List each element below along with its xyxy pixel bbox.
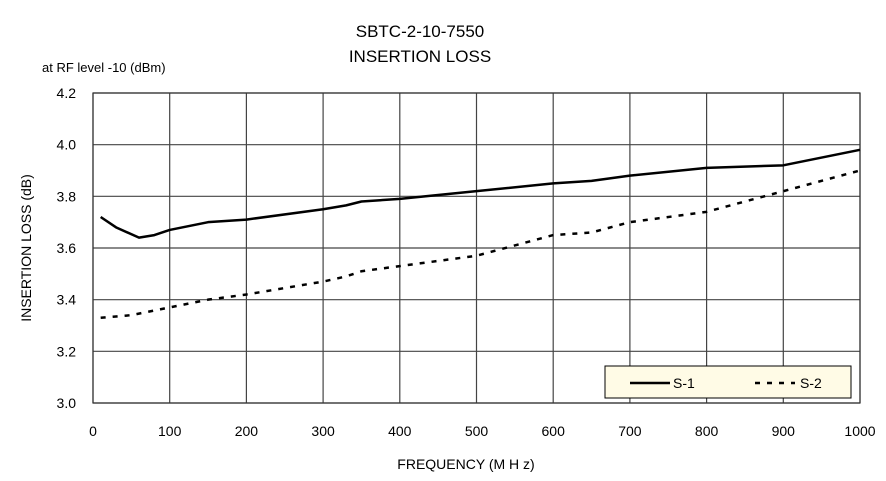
series-line-s-2 bbox=[100, 169, 861, 319]
rf-level-annotation: at RF level -10 (dBm) bbox=[42, 60, 166, 75]
y-tick-label: 3.0 bbox=[57, 395, 77, 411]
chart-title: SBTC-2-10-7550 bbox=[356, 22, 485, 41]
legend-label-s2: S-2 bbox=[800, 375, 822, 391]
x-tick-label: 0 bbox=[89, 423, 97, 439]
chart-subtitle: INSERTION LOSS bbox=[349, 47, 491, 66]
series-line-s-1 bbox=[99, 148, 861, 239]
plot-frame bbox=[92, 92, 861, 404]
y-tick-label: 3.2 bbox=[57, 343, 77, 359]
x-axis-label: FREQUENCY (M H z) bbox=[397, 456, 534, 472]
x-tick-label: 200 bbox=[235, 423, 259, 439]
y-tick-label: 4.2 bbox=[57, 85, 77, 101]
legend: S-1 S-2 bbox=[604, 365, 852, 399]
legend-label-s1: S-1 bbox=[673, 375, 695, 391]
x-tick-label: 800 bbox=[695, 423, 719, 439]
x-tick-label: 700 bbox=[618, 423, 642, 439]
y-tick-label: 3.6 bbox=[57, 240, 77, 256]
x-tick-label: 500 bbox=[465, 423, 489, 439]
x-tick-label: 600 bbox=[542, 423, 566, 439]
x-tick-label: 100 bbox=[158, 423, 182, 439]
y-axis-label: INSERTION LOSS (dB) bbox=[18, 174, 34, 322]
x-tick-label: 300 bbox=[311, 423, 335, 439]
x-tick-label: 1000 bbox=[844, 423, 875, 439]
x-tick-label: 900 bbox=[772, 423, 796, 439]
y-tick-label: 3.8 bbox=[57, 188, 77, 204]
y-tick-label: 3.4 bbox=[57, 292, 77, 308]
y-tick-label: 4.0 bbox=[57, 137, 77, 153]
x-tick-label: 400 bbox=[388, 423, 412, 439]
